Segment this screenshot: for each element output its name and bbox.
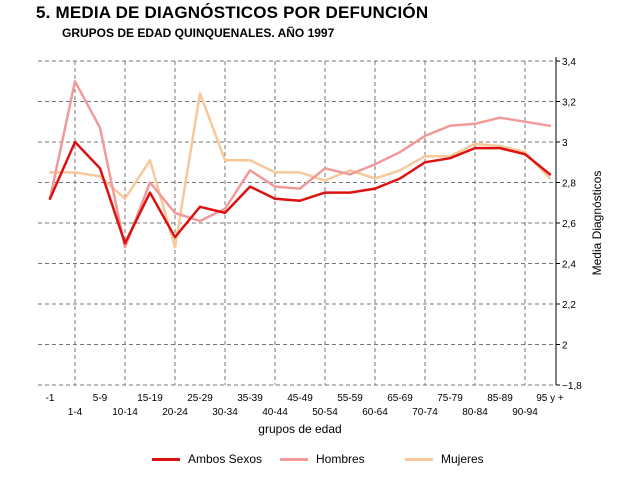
x-tick-label: 75-79 xyxy=(437,393,463,404)
legend-label: Ambos Sexos xyxy=(188,452,263,466)
legend-swatch-ambos-sexos xyxy=(152,457,180,461)
y-tick-label: 2,6 xyxy=(562,219,576,230)
legend-label: Hombres xyxy=(316,452,365,466)
x-axis-title: grupos de edad xyxy=(258,422,341,436)
legend-item-mujeres: Mujeres xyxy=(405,452,484,466)
x-tick-label: 20-24 xyxy=(162,407,188,418)
y-tick-label: 3,4 xyxy=(562,57,576,68)
x-tick-label: 60-64 xyxy=(362,407,388,418)
x-tick-label: 1-4 xyxy=(68,407,83,418)
x-tick-label: 85-89 xyxy=(487,393,513,404)
axes: 3,4 3,2 3 2,8 2,6 2,4 2,2 2 −1,8 -1 1-4 5-9 10-14 15-… xyxy=(46,57,582,418)
legend-item-hombres: Hombres xyxy=(280,452,365,466)
x-tick-label: 50-54 xyxy=(312,407,338,418)
legend: Ambos Sexos Hombres Mujeres xyxy=(0,452,640,468)
series-lines xyxy=(48,80,552,249)
y-tick-label: 2,4 xyxy=(562,260,576,271)
series-line-ambos-sexos xyxy=(48,140,552,245)
x-tick-label: -1 xyxy=(46,393,55,404)
legend-item-ambos-sexos: Ambos Sexos xyxy=(152,452,262,466)
x-tick-label: 25-29 xyxy=(187,393,213,404)
x-tick-label: 10-14 xyxy=(112,407,138,418)
x-tick-label: 35-39 xyxy=(237,393,263,404)
y-tick-label: 3 xyxy=(562,138,568,149)
y-tick-label: 2 xyxy=(562,341,568,352)
y-tick-label: 2,8 xyxy=(562,179,576,190)
y-tick-label: 2,2 xyxy=(562,300,576,311)
x-tick-label: 90-94 xyxy=(512,407,538,418)
legend-label: Mujeres xyxy=(441,452,484,466)
x-tick-label: 65-69 xyxy=(387,393,413,404)
y-tick-label: −1,8 xyxy=(562,381,582,392)
y-axis-title: Media Diagnósticos xyxy=(590,171,604,276)
grid xyxy=(38,60,556,386)
y-tick-label: 3,2 xyxy=(562,98,576,109)
chart-title: 5. MEDIA DE DIAGNÓSTICOS POR DEFUNCIÓN xyxy=(36,3,429,22)
x-tick-label: 95 y + xyxy=(536,393,564,404)
x-tick-label: 80-84 xyxy=(462,407,488,418)
series-line-mujeres xyxy=(48,92,552,249)
x-tick-label: 70-74 xyxy=(412,407,438,418)
x-tick-label: 30-34 xyxy=(212,407,238,418)
legend-swatch-hombres xyxy=(280,457,308,461)
x-tick-label: 15-19 xyxy=(137,393,163,404)
x-tick-label: 40-44 xyxy=(262,407,288,418)
legend-swatch-mujeres xyxy=(405,457,433,461)
x-tick-label: 45-49 xyxy=(287,393,313,404)
x-tick-label: 5-9 xyxy=(93,393,108,404)
x-tick-label: 55-59 xyxy=(337,393,363,404)
chart-subtitle: GRUPOS DE EDAD QUINQUENALES. AÑO 1997 xyxy=(62,26,335,40)
